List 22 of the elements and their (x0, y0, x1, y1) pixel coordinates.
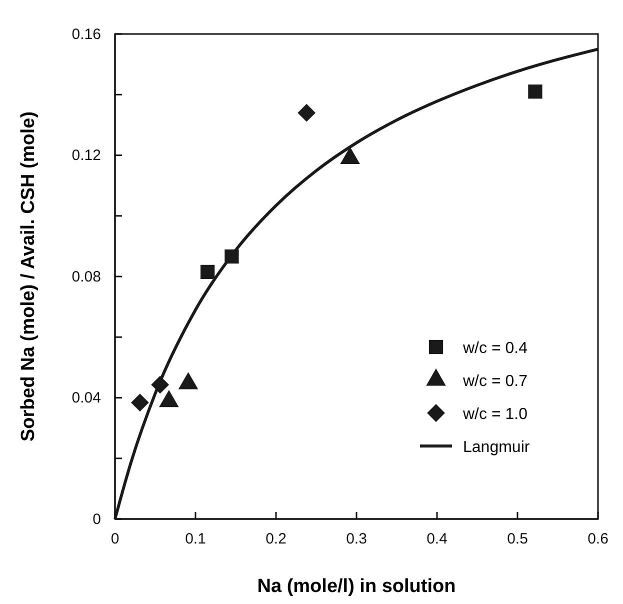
x-tick-label: 0.3 (346, 530, 367, 548)
point (298, 104, 316, 122)
y-tick-label: 0.04 (72, 390, 101, 407)
x-tick-label: 0.4 (426, 530, 448, 548)
x-tick-label: 0.2 (266, 530, 286, 548)
point (131, 394, 149, 412)
legend-label: Langmuir (463, 439, 530, 456)
legend-label: w/c = 0.7 (462, 373, 528, 390)
y-axis-title: Sorbed Na (mole) / Avail. CSH (mole) (18, 111, 39, 442)
x-tick-label: 0 (110, 530, 120, 548)
legend-label: w/c = 1.0 (462, 406, 528, 423)
legend-label: w/c = 0.4 (462, 340, 528, 357)
y-tick-label: 0.16 (72, 26, 101, 43)
y-tick-label: 0.08 (72, 268, 101, 286)
point (528, 84, 542, 99)
x-tick-label: 0.1 (185, 530, 206, 548)
y-tick-label: 0 (92, 510, 101, 528)
x-tick-label: 0.5 (507, 530, 528, 548)
y-tick-label: 0.12 (72, 147, 101, 164)
point (200, 264, 215, 280)
x-tick-label: 0.6 (588, 530, 608, 548)
x-axis-title: Na (mole/l) in solution (257, 576, 456, 597)
